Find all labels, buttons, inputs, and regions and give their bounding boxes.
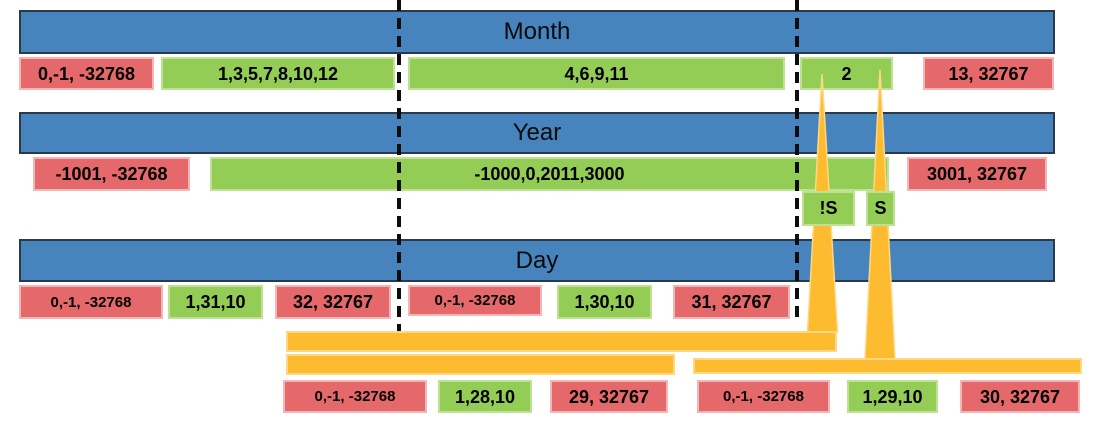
year-partition-valid: -1000,0,2011,3000 [210,157,889,191]
leap-year-box: S [866,191,895,226]
year-partition-invalid-high: 3001, 32767 [907,157,1047,191]
feb-nonleap-partition-invalid-high: 29, 32767 [550,380,668,413]
year-partition-invalid-low: -1001, -32768 [33,157,190,191]
day30-partition-valid: 1,30,10 [557,285,652,319]
day31-partition-invalid-high: 32, 32767 [275,285,391,319]
month-partition-31-day-months: 1,3,5,7,8,10,12 [161,57,395,90]
month-partition-invalid-low: 0,-1, -32768 [19,57,154,90]
february-non-leap-domain-bar [286,354,675,375]
non-leap-february-connector-bar [286,331,837,352]
month-partition-30-day-months: 4,6,9,11 [408,57,785,90]
month-partition-february: 2 [800,57,893,90]
month-partition-invalid-high: 13, 32767 [923,57,1054,90]
feb-leap-partition-valid: 1,29,10 [847,380,938,413]
day31-partition-invalid-low: 0,-1, -32768 [19,285,163,319]
feb-leap-partition-invalid-low: 0,-1, -32768 [697,380,830,413]
feb-leap-partition-invalid-high: 30, 32767 [960,380,1080,413]
day30-partition-invalid-high: 31, 32767 [673,285,790,319]
year-domain-bar: Year [19,112,1055,154]
not-leap-year-box: !S [802,191,855,226]
day-domain-label: Day [515,246,559,274]
boundary-dash-line-right [795,0,799,323]
month-domain-label: Month [503,18,571,45]
february-leap-domain-bar [693,358,1082,374]
feb-nonleap-partition-invalid-low: 0,-1, -32768 [283,380,427,413]
day-domain-bar: Day [19,239,1055,282]
day31-partition-valid: 1,31,10 [168,285,263,319]
month-domain-bar: Month [19,10,1055,54]
boundary-dash-line-left [397,0,401,331]
day30-partition-invalid-low: 0,-1, -32768 [408,285,542,316]
feb-nonleap-partition-valid: 1,28,10 [438,380,532,413]
year-domain-label: Year [512,119,562,146]
